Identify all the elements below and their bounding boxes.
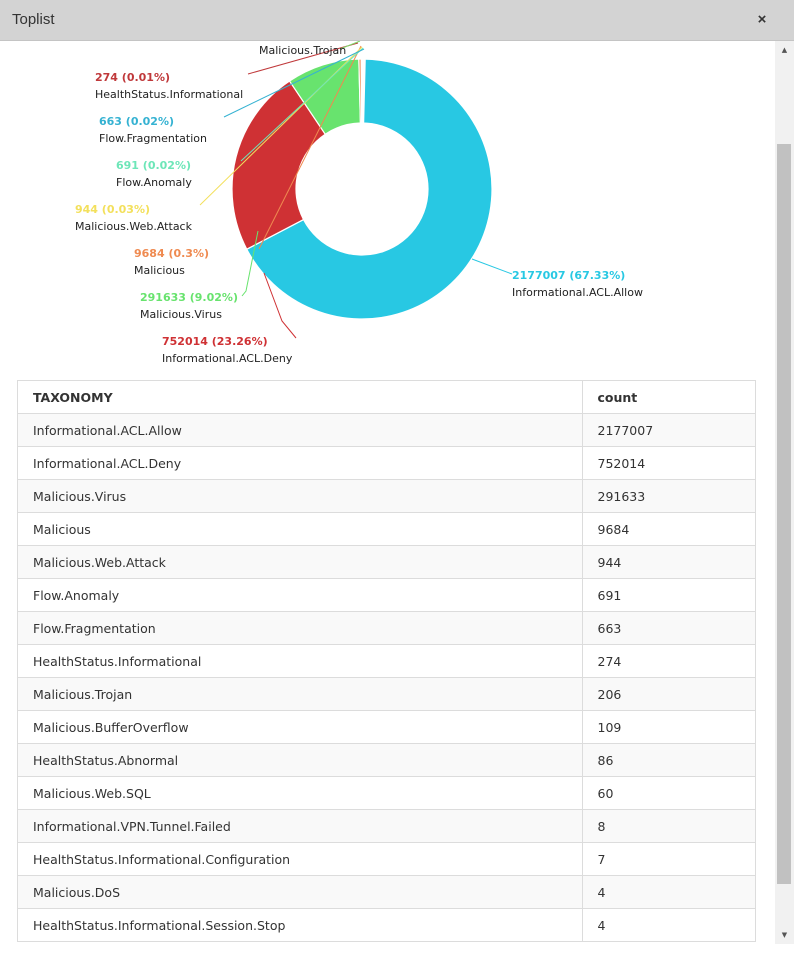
table-row[interactable]: Flow.Anomaly 691	[18, 578, 755, 612]
taxonomy-cell: Malicious.Web.SQL	[18, 776, 582, 810]
taxonomy-cell: Informational.VPN.Tunnel.Failed	[18, 809, 582, 843]
count-cell: 8	[581, 809, 755, 843]
table-row[interactable]: Malicious.Virus 291633	[18, 479, 755, 513]
taxonomy-cell: Malicious.Trojan	[18, 677, 582, 711]
toplist-table: TAXONOMY count Informational.ACL.Allow 21…	[17, 380, 756, 942]
taxonomy-cell: HealthStatus.Informational.Session.Stop	[18, 908, 582, 942]
data-label-value: 2177007 (67.33%)	[512, 269, 625, 282]
leader-line-virus	[241, 230, 259, 297]
data-label-value: 944 (0.03%)	[75, 203, 150, 216]
data-label-value: 9684 (0.3%)	[134, 247, 209, 260]
table-row[interactable]: HealthStatus.Informational 274	[18, 644, 755, 678]
dialog-content: 2177007 (67.33%) Informational.ACL.Allow 7…	[0, 41, 775, 957]
taxonomy-cell: Malicious.Web.Attack	[18, 545, 582, 579]
count-cell: 4	[581, 908, 755, 942]
vertical-scrollbar[interactable]: ▲ ▼	[775, 41, 794, 944]
taxonomy-cell: HealthStatus.Abnormal	[18, 743, 582, 777]
column-header-taxonomy[interactable]: TAXONOMY	[18, 381, 582, 414]
table-row[interactable]: Informational.ACL.Allow 2177007	[18, 413, 755, 447]
scrollbar-thumb[interactable]	[777, 144, 791, 884]
count-cell: 206	[581, 677, 755, 711]
taxonomy-cell: Informational.ACL.Allow	[18, 413, 582, 447]
table-row[interactable]: HealthStatus.Informational.Configuration…	[18, 842, 755, 876]
slice-allow[interactable]	[245, 58, 493, 320]
data-label-name: Flow.Fragmentation	[99, 132, 207, 145]
count-cell: 9684	[581, 512, 755, 546]
data-label-name: Malicious.Virus	[140, 308, 222, 321]
count-cell: 752014	[581, 446, 755, 480]
count-cell: 291633	[581, 479, 755, 513]
taxonomy-cell: Malicious	[18, 512, 582, 546]
count-cell: 7	[581, 842, 755, 876]
table-row[interactable]: Malicious.DoS 4	[18, 875, 755, 909]
slice-trojan[interactable]	[362, 58, 366, 124]
count-cell: 109	[581, 710, 755, 744]
table-header-row: TAXONOMY count	[18, 381, 755, 414]
data-label-value: 291633 (9.02%)	[140, 291, 238, 304]
data-label-name: Malicious	[134, 264, 185, 277]
leader-line-allow	[471, 258, 513, 275]
table-row[interactable]: HealthStatus.Informational.Session.Stop 4	[18, 908, 755, 942]
close-icon[interactable]: ×	[757, 11, 767, 28]
data-label-name: Informational.ACL.Allow	[512, 286, 643, 299]
dialog-title: Toplist	[12, 11, 55, 28]
count-cell: 4	[581, 875, 755, 909]
taxonomy-cell: Malicious.DoS	[18, 875, 582, 909]
table-row[interactable]: Informational.ACL.Deny 752014	[18, 446, 755, 480]
taxonomy-cell: Informational.ACL.Deny	[18, 446, 582, 480]
table-row[interactable]: Malicious 9684	[18, 512, 755, 546]
table-row[interactable]: Malicious.BufferOverflow 109	[18, 710, 755, 744]
count-cell: 944	[581, 545, 755, 579]
data-label-value: 663 (0.02%)	[99, 115, 174, 128]
taxonomy-cell: HealthStatus.Informational	[18, 644, 582, 678]
data-label-name: Malicious.Web.Attack	[75, 220, 193, 233]
leader-line-healthstatus-informational	[247, 42, 359, 75]
count-cell: 691	[581, 578, 755, 612]
data-label-value: 691 (0.02%)	[116, 159, 191, 172]
donut-chart: 2177007 (67.33%) Informational.ACL.Allow 7…	[75, 41, 643, 365]
table-row[interactable]: Malicious.Web.SQL 60	[18, 776, 755, 810]
scroll-down-icon[interactable]: ▼	[781, 931, 788, 939]
leader-line-deny	[263, 272, 297, 339]
data-label-name: Malicious.Trojan	[259, 44, 346, 57]
data-label-value: 274 (0.01%)	[95, 71, 170, 84]
taxonomy-cell: Flow.Anomaly	[18, 578, 582, 612]
count-cell: 2177007	[581, 413, 755, 447]
count-cell: 60	[581, 776, 755, 810]
dialog-titlebar: Toplist ×	[0, 0, 794, 41]
leader-line-flow-anomaly	[240, 47, 364, 162]
leader-line-malicious	[258, 45, 362, 250]
data-label-name: Flow.Anomaly	[116, 176, 192, 189]
scroll-up-icon[interactable]: ▲	[781, 46, 788, 54]
count-cell: 86	[581, 743, 755, 777]
table-row[interactable]: Malicious.Trojan 206	[18, 677, 755, 711]
table-row[interactable]: Flow.Fragmentation 663	[18, 611, 755, 645]
leader-line-trojan	[339, 41, 361, 50]
leader-line-flow-fragmentation	[223, 48, 365, 118]
taxonomy-cell: Flow.Fragmentation	[18, 611, 582, 645]
slice-deny[interactable]	[231, 80, 327, 251]
table-row[interactable]: Malicious.Web.Attack 944	[18, 545, 755, 579]
taxonomy-cell: HealthStatus.Informational.Configuration	[18, 842, 582, 876]
data-label-name: Informational.ACL.Deny	[162, 352, 293, 365]
table-row[interactable]: HealthStatus.Abnormal 86	[18, 743, 755, 777]
count-cell: 663	[581, 611, 755, 645]
data-label-value: 752014 (23.26%)	[162, 335, 268, 348]
count-cell: 274	[581, 644, 755, 678]
data-label-name: HealthStatus.Informational	[95, 88, 243, 101]
taxonomy-cell: Malicious.Virus	[18, 479, 582, 513]
table-row[interactable]: Informational.VPN.Tunnel.Failed 8	[18, 809, 755, 843]
column-header-count[interactable]: count	[581, 381, 755, 414]
taxonomy-cell: Malicious.BufferOverflow	[18, 710, 582, 744]
